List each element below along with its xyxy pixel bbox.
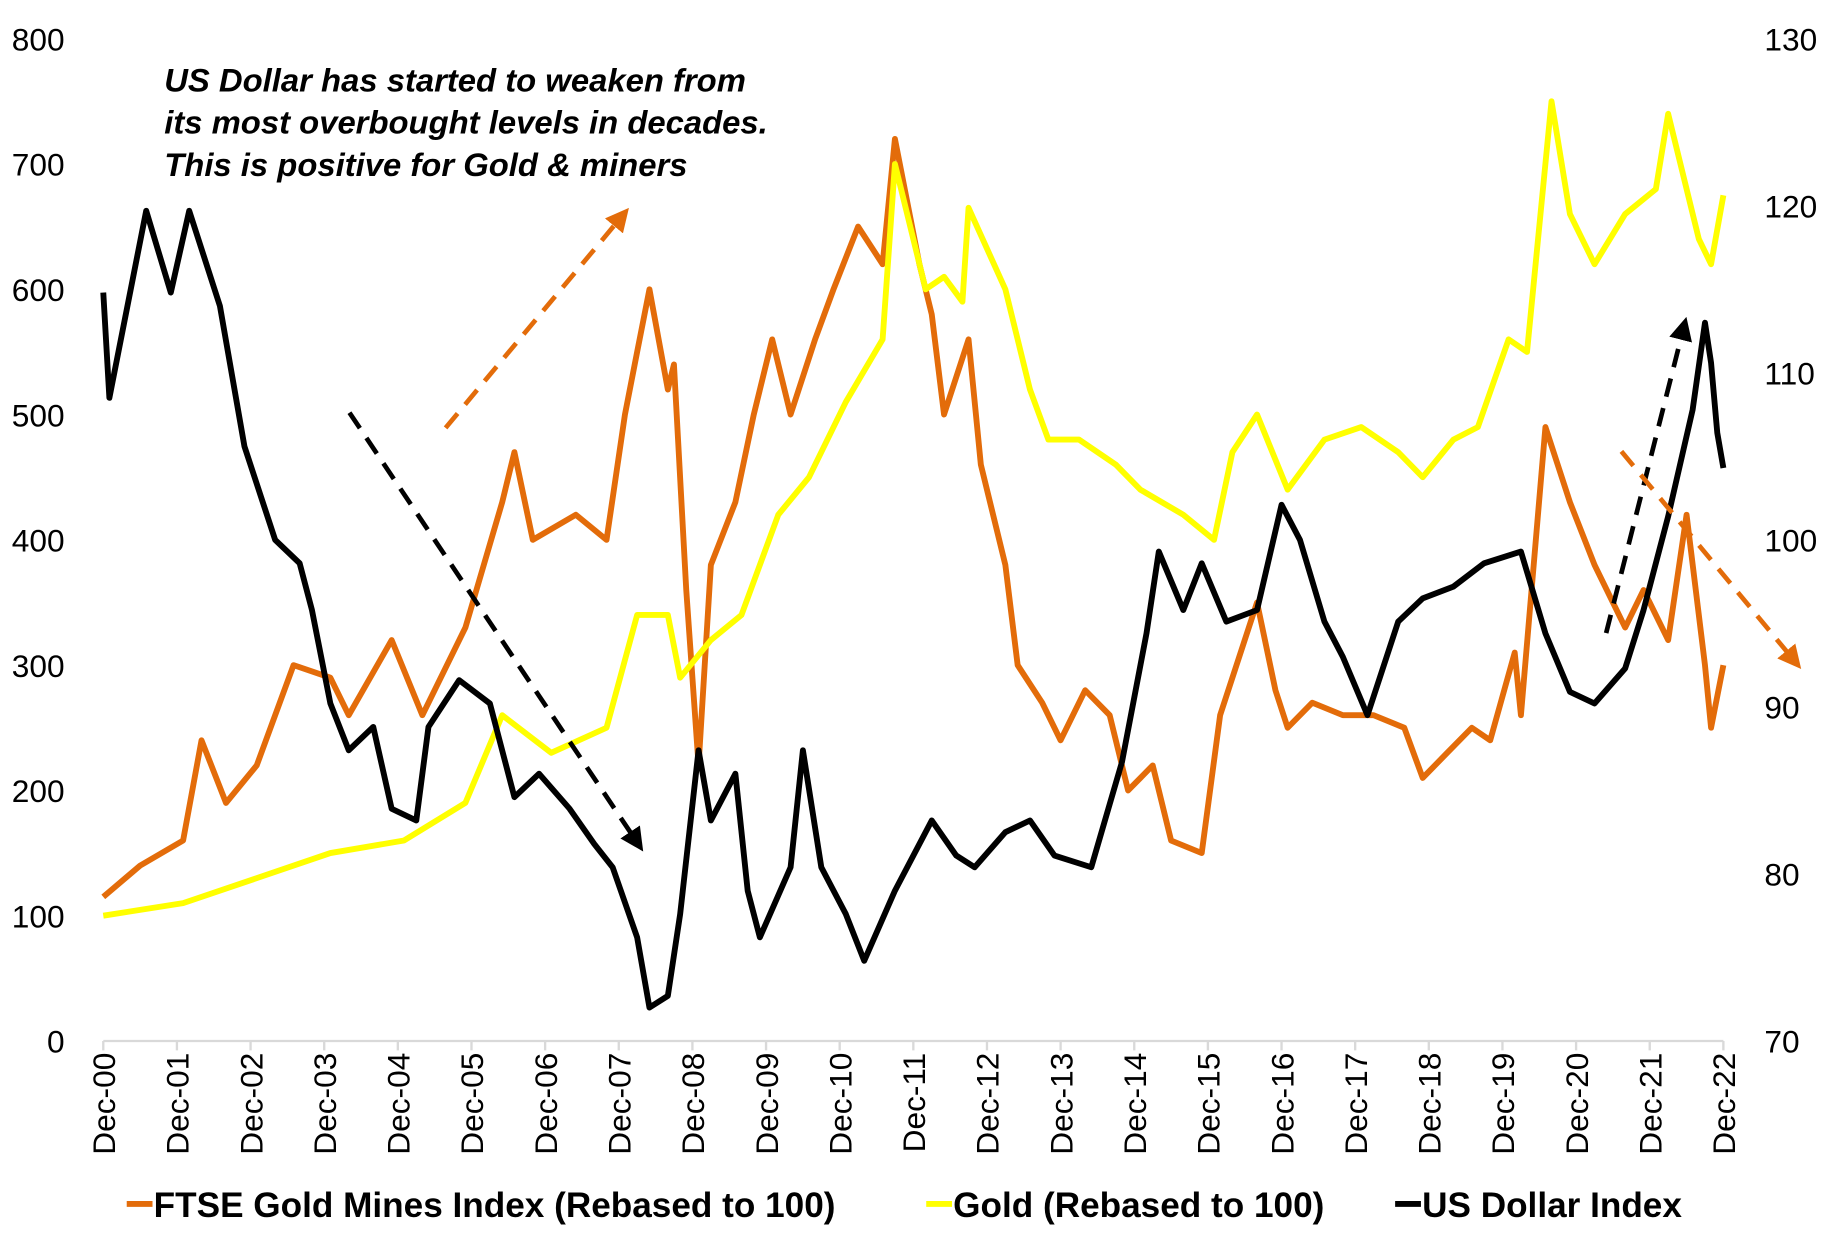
y-right-tick-label: 120 xyxy=(1764,188,1817,224)
y-right-tick-label: 90 xyxy=(1764,690,1799,726)
annotation-line-3: This is positive for Gold & miners xyxy=(164,146,687,183)
x-tick-label: Dec-19 xyxy=(1485,1053,1521,1155)
x-tick-label: Dec-11 xyxy=(896,1053,932,1153)
annotation-line-2: its most overbought levels in decades. xyxy=(164,104,768,141)
x-tick-label: Dec-17 xyxy=(1338,1053,1374,1155)
x-tick-label: Dec-04 xyxy=(381,1053,417,1155)
y-right-tick-label: 100 xyxy=(1764,523,1817,559)
right-axis-ticks: 70 80 90 100 110 120 130 xyxy=(1764,21,1817,1059)
x-tick-label: Dec-08 xyxy=(675,1053,711,1155)
x-tick-label: Dec-22 xyxy=(1706,1053,1742,1155)
x-tick-label: Dec-13 xyxy=(1043,1053,1079,1155)
x-axis-ticks: Dec-00 Dec-01 Dec-02 Dec-03 Dec-04 Dec-05 Dec-… xyxy=(86,1040,1742,1155)
x-tick-label: Dec-03 xyxy=(307,1053,343,1155)
series-line-0 xyxy=(101,135,1727,900)
series-line-1 xyxy=(102,98,1727,919)
x-tick-label: Dec-09 xyxy=(749,1053,785,1155)
y-right-tick-label: 110 xyxy=(1764,356,1814,392)
y-left-tick-label: 400 xyxy=(12,523,65,559)
y-left-tick-label: 600 xyxy=(12,272,65,308)
y-left-tick-label: 100 xyxy=(12,898,65,934)
x-tick-label: Dec-10 xyxy=(822,1053,858,1155)
y-right-tick-label: 130 xyxy=(1764,21,1817,57)
x-tick-label: Dec-01 xyxy=(160,1053,196,1155)
x-tick-label: Dec-12 xyxy=(970,1053,1006,1155)
series-line-2 xyxy=(100,207,1727,1011)
y-left-tick-label: 500 xyxy=(12,397,65,433)
x-tick-label: Dec-20 xyxy=(1559,1053,1595,1155)
y-right-tick-label: 70 xyxy=(1764,1024,1799,1060)
x-tick-label: Dec-00 xyxy=(86,1053,122,1155)
x-tick-label: Dec-07 xyxy=(601,1053,637,1155)
x-tick-label: Dec-14 xyxy=(1117,1053,1153,1155)
x-tick-label: Dec-05 xyxy=(454,1053,490,1155)
annotation: US Dollar has started to weaken from its… xyxy=(164,61,768,182)
legend: FTSE Gold Mines Index (Rebased to 100) G… xyxy=(126,1186,1682,1225)
x-tick-label: Dec-21 xyxy=(1632,1053,1668,1155)
orange-up-arrow xyxy=(443,207,629,430)
orange-down-arrow xyxy=(1619,449,1802,670)
x-tick-label: Dec-02 xyxy=(233,1053,269,1155)
y-left-tick-label: 0 xyxy=(47,1024,65,1060)
series-lines xyxy=(100,98,1727,1011)
legend-label-miners: FTSE Gold Mines Index (Rebased to 100) xyxy=(154,1186,836,1225)
black-down-arrow xyxy=(347,411,644,852)
x-tick-label: Dec-06 xyxy=(528,1053,564,1155)
annotation-line-1: US Dollar has started to weaken from xyxy=(164,61,746,98)
x-tick-label: Dec-15 xyxy=(1191,1053,1227,1155)
left-axis-ticks: 0 100 200 300 400 500 600 700 800 xyxy=(12,21,65,1059)
x-tick-label: Dec-18 xyxy=(1412,1053,1448,1155)
x-tick-label: Dec-16 xyxy=(1264,1053,1300,1155)
y-left-tick-label: 700 xyxy=(12,147,65,183)
y-right-tick-label: 80 xyxy=(1764,857,1799,893)
y-left-tick-label: 300 xyxy=(12,648,65,684)
y-left-tick-label: 800 xyxy=(12,21,65,57)
trend-arrows xyxy=(347,207,1802,852)
y-left-tick-label: 200 xyxy=(12,773,65,809)
legend-label-gold: Gold (Rebased to 100) xyxy=(953,1186,1324,1225)
legend-label-dollar: US Dollar Index xyxy=(1422,1186,1682,1225)
